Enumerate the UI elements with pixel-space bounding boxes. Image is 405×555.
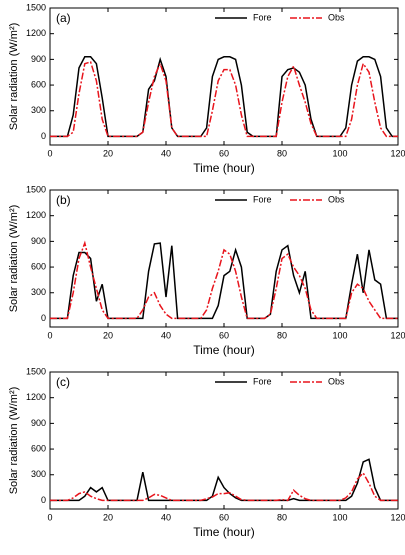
- y-tick-label: 0: [41, 131, 46, 141]
- y-axis-label: Solar radiation (W/m²): [8, 387, 20, 495]
- panel-tag: (c): [56, 375, 70, 389]
- y-tick-label: 300: [31, 287, 46, 297]
- panel-tag: (b): [56, 193, 71, 207]
- x-tick-label: 60: [219, 330, 229, 340]
- x-tick-label: 100: [332, 512, 347, 522]
- x-tick-label: 120: [390, 512, 405, 522]
- panel-tag: (a): [56, 11, 71, 25]
- y-tick-label: 1500: [26, 184, 46, 194]
- y-tick-label: 600: [31, 79, 46, 89]
- y-tick-label: 1500: [26, 366, 46, 376]
- x-tick-label: 80: [277, 148, 287, 158]
- x-tick-label: 0: [47, 330, 52, 340]
- legend-label: Fore: [253, 12, 272, 22]
- plot-frame: [49, 189, 399, 328]
- x-tick-label: 120: [390, 330, 405, 340]
- y-tick-label: 300: [31, 105, 46, 115]
- y-axis-label: Solar radiation (W/m²): [8, 205, 20, 313]
- y-tick-label: 600: [31, 443, 46, 453]
- y-tick-label: 300: [31, 469, 46, 479]
- x-tick-label: 120: [390, 148, 405, 158]
- series-line: [50, 56, 398, 138]
- x-tick-label: 0: [47, 512, 52, 522]
- y-axis-label: Solar radiation (W/m²): [8, 23, 20, 131]
- y-tick-label: 0: [41, 313, 46, 323]
- x-tick-label: 40: [161, 148, 171, 158]
- y-tick-label: 900: [31, 418, 46, 428]
- legend-label: Obs: [328, 12, 345, 22]
- x-axis-label: Time (hour): [193, 161, 255, 175]
- x-tick-label: 100: [332, 148, 347, 158]
- legend-label: Obs: [328, 376, 345, 386]
- x-tick-label: 40: [161, 512, 171, 522]
- x-tick-label: 20: [103, 512, 113, 522]
- panel: 0 300 600 900 1200 1500 0 20 40 60 80 100 120 Time (h…: [8, 2, 405, 175]
- x-tick-label: 80: [277, 330, 287, 340]
- y-tick-label: 1200: [26, 210, 46, 220]
- y-tick-label: 1200: [26, 28, 46, 38]
- legend-label: Obs: [328, 194, 345, 204]
- x-axis-label: Time (hour): [193, 343, 255, 357]
- y-tick-label: 1200: [26, 392, 46, 402]
- panel: 0 300 600 900 1200 1500 0 20 40 60 80 100 120 Time (h…: [8, 366, 405, 539]
- x-tick-label: 60: [219, 148, 229, 158]
- y-tick-label: 900: [31, 54, 46, 64]
- x-tick-label: 40: [161, 330, 171, 340]
- y-tick-label: 1500: [26, 2, 46, 12]
- panel: 0 300 600 900 1200 1500 0 20 40 60 80 100 120 Time (h…: [8, 184, 405, 357]
- x-tick-label: 20: [103, 330, 113, 340]
- y-tick-label: 900: [31, 236, 46, 246]
- series-line: [50, 240, 398, 320]
- x-tick-label: 20: [103, 148, 113, 158]
- x-tick-label: 100: [332, 330, 347, 340]
- y-tick-label: 600: [31, 261, 46, 271]
- legend-label: Fore: [253, 376, 272, 386]
- legend-label: Fore: [253, 194, 272, 204]
- series-line: [50, 471, 398, 502]
- x-tick-label: 0: [47, 148, 52, 158]
- x-tick-label: 80: [277, 512, 287, 522]
- x-tick-label: 60: [219, 512, 229, 522]
- y-tick-label: 0: [41, 495, 46, 505]
- x-axis-label: Time (hour): [193, 525, 255, 539]
- series-line: [50, 60, 398, 138]
